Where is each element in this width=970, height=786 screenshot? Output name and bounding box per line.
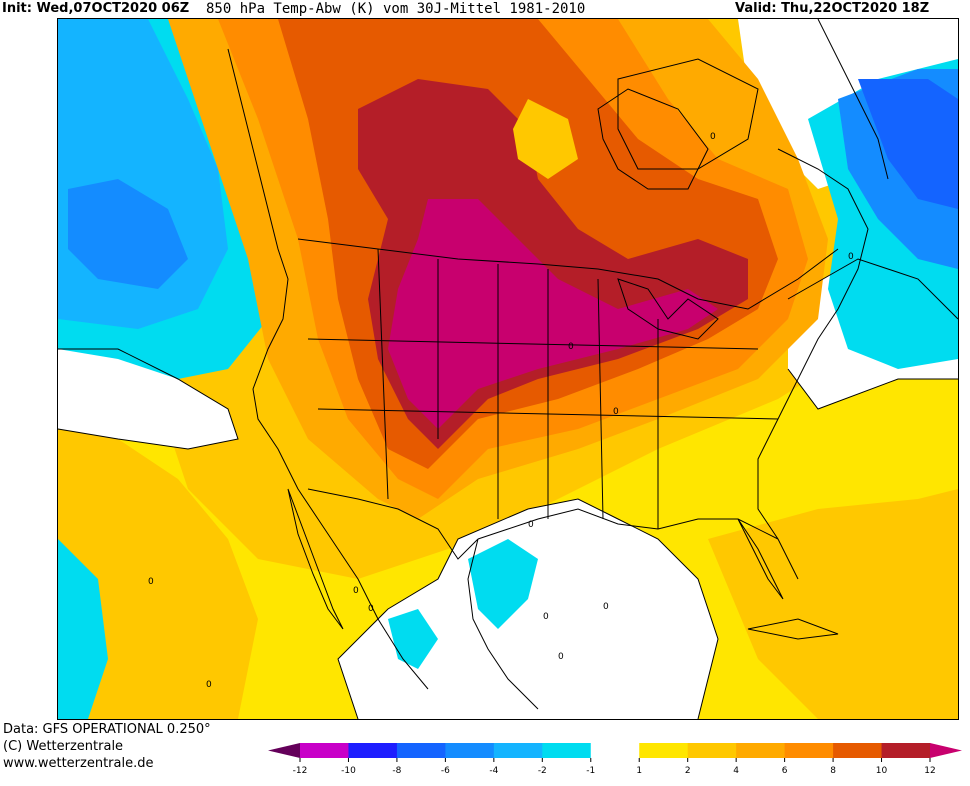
state-line-8 [317, 408, 779, 420]
legend-swatch [736, 743, 786, 758]
field-deepblue-atlantic-ne [858, 79, 958, 209]
copyright: (C) Wetterzentrale [3, 739, 124, 754]
legend-tick-label: 1 [636, 766, 642, 776]
legend-swatch [300, 743, 349, 758]
zero-contour-atlantic [787, 258, 958, 410]
legend-tick-label: -12 [293, 766, 308, 776]
data-source: Data: GFS OPERATIONAL 0.250° [3, 722, 211, 737]
contour-label: 0 [368, 604, 374, 614]
contour-label: 0 [353, 586, 359, 596]
canada-us-border [297, 238, 839, 310]
gulf-coastline [477, 148, 869, 580]
field-cyan-nw-mexico [58, 539, 108, 719]
init-time: Init: Wed,07OCT2020 06Z [2, 1, 190, 16]
contour-label: 0 [613, 407, 619, 417]
legend-swatch [687, 743, 737, 758]
contour-label: 0 [710, 132, 716, 142]
great-lakes [617, 278, 719, 340]
contour-label-group: 0 0 0 0 0 0 0 0 0 0 0 0 [148, 132, 854, 690]
chart-title: 850 hPa Temp-Abw (K) vom 30J-Mittel 1981… [206, 1, 586, 17]
baja-peninsula [287, 488, 344, 630]
contour-label: 0 [848, 252, 854, 262]
zero-contour-gulf [337, 498, 719, 719]
contour-label: 0 [543, 612, 549, 622]
legend-swatch [590, 743, 640, 758]
contour-label: 0 [206, 680, 212, 690]
legend-tick-label: 6 [782, 766, 788, 776]
legend-swatch [493, 743, 543, 758]
hudson-bay [597, 88, 709, 190]
legend-swatch [639, 743, 689, 758]
website-url[interactable]: www.wetterzentrale.de [3, 756, 154, 771]
contour-label: 0 [558, 652, 564, 662]
legend-low-end [268, 743, 300, 758]
mexico-east-coast [467, 538, 539, 710]
florida [737, 518, 784, 600]
field-cyan-mexico [388, 609, 438, 669]
legend-tick-label: -1 [586, 766, 595, 776]
pacific-coastline [227, 48, 429, 690]
contour-label: 0 [603, 602, 609, 612]
field-white-pacific [58, 349, 238, 449]
color-legend: -12 -10 -8 -6 -4 -2 -1 1 2 4 6 8 10 12 [268, 741, 962, 781]
legend-tick-label: 8 [830, 766, 836, 776]
contour-label: 0 [148, 577, 154, 587]
legend-tick-label: -8 [392, 766, 401, 776]
legend-tick-label: -2 [538, 766, 547, 776]
anomaly-map: 0 0 0 0 0 0 0 0 0 0 0 0 [57, 18, 959, 720]
legend-tick-label: -6 [441, 766, 450, 776]
legend-swatch [542, 743, 592, 758]
field-orange-cell [513, 99, 578, 179]
field-magenta [388, 199, 718, 429]
legend-swatch [881, 743, 931, 758]
field-cyan-gulf [468, 539, 538, 629]
legend-tick-label: 2 [685, 766, 691, 776]
us-mexico-border [307, 488, 479, 560]
zero-contours [58, 58, 958, 719]
field-blue-pacific [68, 179, 188, 289]
contour-label: 0 [528, 520, 534, 530]
cuba [747, 618, 839, 640]
legend-swatch [348, 743, 398, 758]
zero-contour-hudson [617, 58, 759, 170]
legend-tick-label: 4 [733, 766, 739, 776]
legend-bar: -12 -10 -8 -6 -4 -2 -1 1 2 4 6 8 10 12 [268, 743, 962, 776]
legend-high-end [930, 743, 962, 758]
legend-tick-label: 12 [924, 766, 935, 776]
field-gold-sw [58, 419, 258, 719]
contour-label: 0 [568, 342, 574, 352]
valid-time: Valid: Thu,22OCT2020 18Z [735, 1, 930, 16]
legend-swatch [784, 743, 834, 758]
legend-tick-label: -4 [489, 766, 498, 776]
greenland-coast [817, 19, 889, 180]
map-canvas: 0 0 0 0 0 0 0 0 0 0 0 0 [58, 19, 958, 719]
legend-tick-label: 10 [876, 766, 888, 776]
legend-swatch [396, 743, 446, 758]
geography-lines [227, 19, 889, 710]
legend-swatch [445, 743, 495, 758]
state-line-7 [307, 338, 759, 350]
state-line-1 [377, 248, 389, 500]
zero-contour-pacific [58, 348, 239, 450]
legend-swatch [833, 743, 883, 758]
state-line-5 [597, 278, 604, 520]
field-white-gulf [338, 499, 718, 719]
legend-tick-label: -10 [341, 766, 356, 776]
field-gold-atlantic [708, 489, 958, 719]
